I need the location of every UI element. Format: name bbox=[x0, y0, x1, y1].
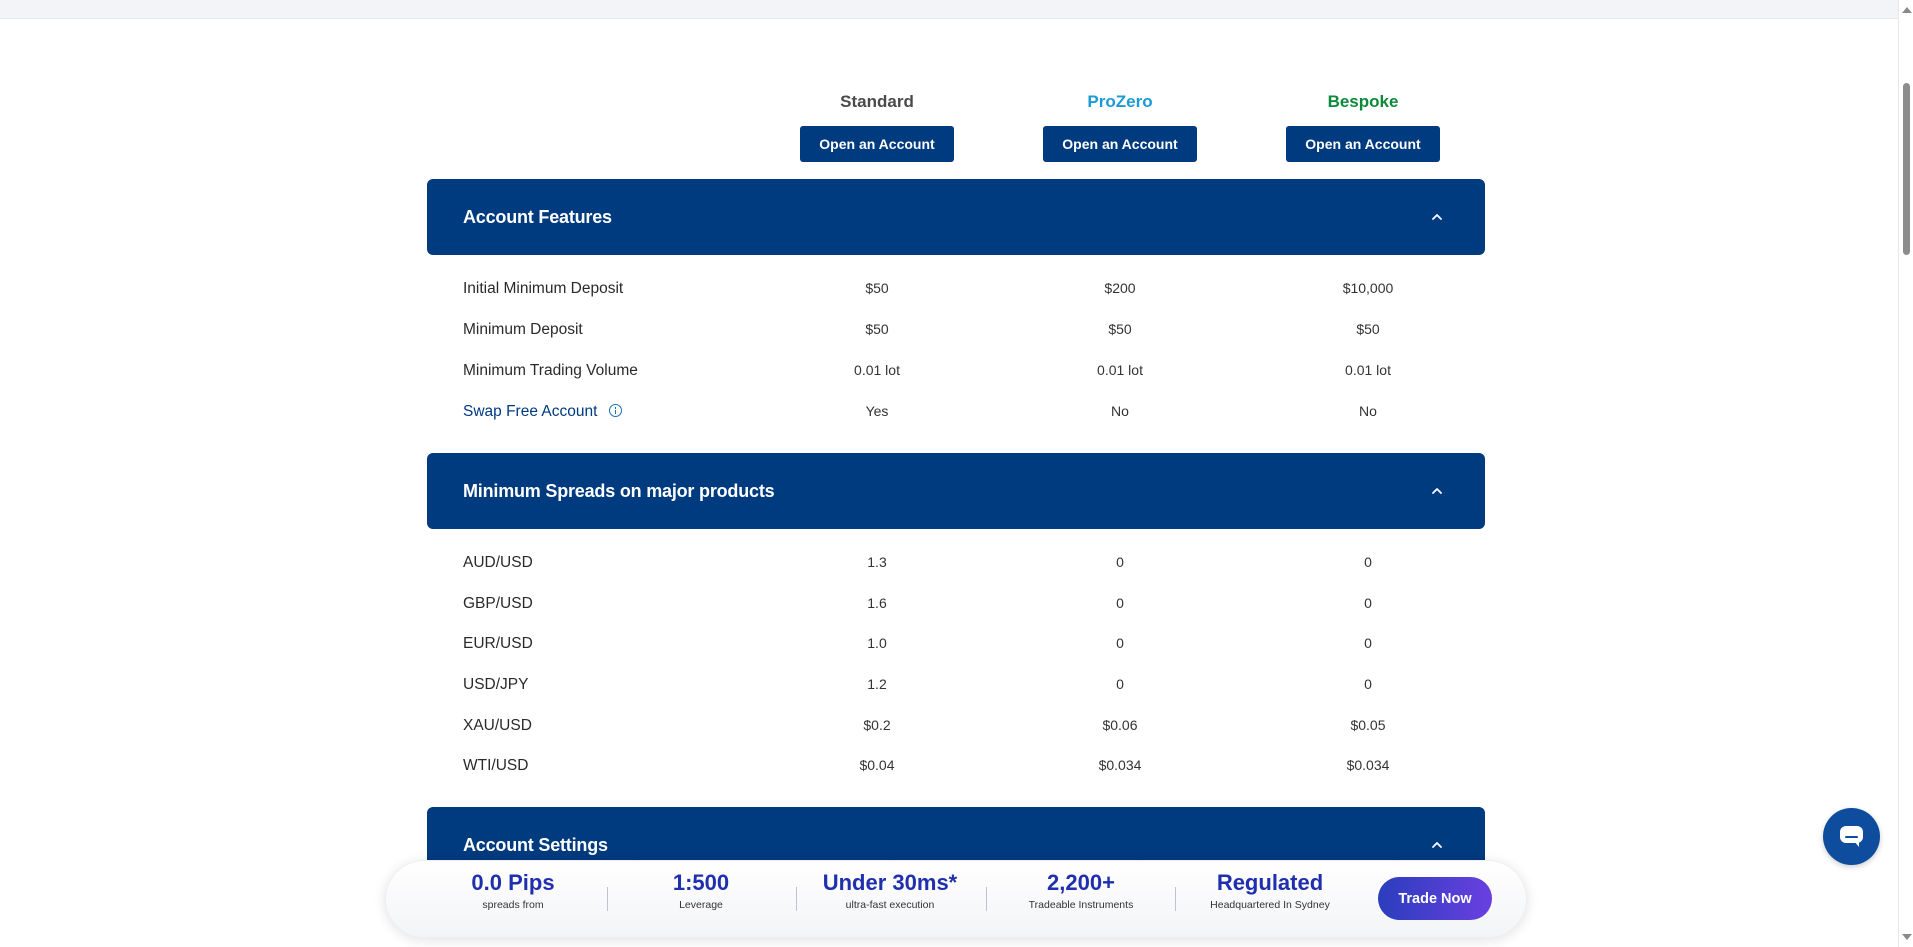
cell-standard: $50 bbox=[865, 321, 889, 337]
stat-value: 2,200+ bbox=[1047, 870, 1115, 895]
plan-bespoke: Bespoke Open an Account bbox=[1286, 90, 1440, 162]
cell-standard: $0.2 bbox=[863, 717, 891, 733]
stat-spreads: 0.0 Pips spreads from bbox=[423, 868, 603, 912]
plan-prozero: ProZero Open an Account bbox=[1043, 90, 1197, 162]
cell-prozero: $0.034 bbox=[1098, 757, 1142, 773]
cell-bespoke: $10,000 bbox=[1342, 280, 1394, 296]
cell-standard: 0.01 lot bbox=[854, 362, 900, 378]
cell-bespoke: $50 bbox=[1356, 321, 1380, 337]
row-label: XAU/USD bbox=[463, 717, 532, 734]
open-account-standard-button[interactable]: Open an Account bbox=[800, 126, 954, 162]
table-row: GBP/USD 1.6 0 0 bbox=[427, 583, 1485, 624]
row-label: WTI/USD bbox=[463, 757, 529, 774]
plan-name-prozero: ProZero bbox=[1087, 92, 1153, 111]
row-label: EUR/USD bbox=[463, 635, 533, 652]
table-row: WTI/USD $0.04 $0.034 $0.034 bbox=[427, 745, 1485, 786]
table-row: Minimum Deposit $50 $50 $50 bbox=[427, 309, 1485, 350]
section-header-account-features[interactable]: Account Features bbox=[427, 179, 1485, 255]
cell-prozero: $50 bbox=[1108, 321, 1132, 337]
plan-name-bespoke: Bespoke bbox=[1327, 92, 1399, 111]
chat-icon bbox=[1840, 826, 1863, 847]
row-label: AUD/USD bbox=[463, 554, 533, 571]
table-row: USD/JPY 1.2 0 0 bbox=[427, 664, 1485, 705]
row-label: GBP/USD bbox=[463, 595, 533, 612]
table-row: Minimum Trading Volume 0.01 lot 0.01 lot… bbox=[427, 350, 1485, 391]
row-label: Minimum Trading Volume bbox=[463, 362, 638, 379]
plan-headers: Standard Open an Account ProZero Open an… bbox=[427, 90, 1485, 166]
stat-caption: spreads from bbox=[482, 899, 544, 911]
cell-prozero: $0.06 bbox=[1102, 717, 1138, 733]
cell-prozero: 0 bbox=[1116, 676, 1124, 692]
cell-bespoke: 0 bbox=[1364, 676, 1372, 692]
table-row: Initial Minimum Deposit $50 $200 $10,000 bbox=[427, 268, 1485, 309]
stat-leverage: 1:500 Leverage bbox=[611, 868, 791, 912]
chevron-up-icon[interactable] bbox=[1431, 485, 1443, 497]
divider bbox=[1175, 887, 1176, 911]
stat-instruments: 2,200+ Tradeable Instruments bbox=[991, 868, 1171, 912]
cell-standard: 1.6 bbox=[867, 595, 887, 611]
top-strip bbox=[0, 0, 1898, 19]
cell-bespoke: 0.01 lot bbox=[1345, 362, 1391, 378]
cell-bespoke: 0 bbox=[1364, 635, 1372, 651]
section-title: Account Settings bbox=[463, 835, 608, 855]
stat-caption: ultra-fast execution bbox=[845, 899, 935, 911]
stat-value: 0.0 Pips bbox=[471, 870, 555, 895]
cell-bespoke: $0.034 bbox=[1346, 757, 1390, 773]
section-title: Minimum Spreads on major products bbox=[463, 481, 775, 501]
stat-value: 1:500 bbox=[672, 870, 730, 895]
chat-button[interactable] bbox=[1823, 808, 1880, 865]
cell-bespoke: $0.05 bbox=[1350, 717, 1386, 733]
cell-standard: Yes bbox=[865, 403, 889, 419]
row-label: USD/JPY bbox=[463, 676, 529, 693]
section-header-min-spreads[interactable]: Minimum Spreads on major products bbox=[427, 453, 1485, 529]
cell-prozero: 0 bbox=[1116, 595, 1124, 611]
cell-standard: $0.04 bbox=[859, 757, 895, 773]
open-account-bespoke-button[interactable]: Open an Account bbox=[1286, 126, 1440, 162]
row-label[interactable]: Swap Free Account bbox=[463, 403, 598, 420]
divider bbox=[986, 887, 987, 911]
cell-standard: 1.2 bbox=[867, 676, 887, 692]
section-title: Account Features bbox=[463, 207, 612, 227]
stat-caption: Headquartered In Sydney bbox=[1210, 899, 1330, 911]
floating-stats-bar: 0.0 Pips spreads from 1:500 Leverage Und… bbox=[385, 860, 1527, 938]
cell-standard: $50 bbox=[865, 280, 889, 296]
plan-standard: Standard Open an Account bbox=[800, 90, 954, 162]
stat-execution: Under 30ms* ultra-fast execution bbox=[800, 868, 980, 912]
chevron-up-icon[interactable] bbox=[1431, 211, 1443, 223]
cell-standard: 1.3 bbox=[867, 554, 887, 570]
trade-now-button[interactable]: Trade Now bbox=[1378, 877, 1492, 920]
cell-standard: 1.0 bbox=[867, 635, 887, 651]
divider bbox=[607, 887, 608, 911]
stat-caption: Tradeable Instruments bbox=[1028, 899, 1134, 911]
table-row: AUD/USD 1.3 0 0 bbox=[427, 542, 1485, 583]
divider bbox=[796, 887, 797, 911]
info-icon[interactable] bbox=[609, 404, 623, 417]
row-label: Initial Minimum Deposit bbox=[463, 280, 624, 297]
table-row: XAU/USD $0.2 $0.06 $0.05 bbox=[427, 705, 1485, 746]
cell-prozero: $200 bbox=[1104, 280, 1136, 296]
swap-free-link[interactable]: Swap Free Account bbox=[463, 391, 623, 432]
stat-caption: Leverage bbox=[679, 899, 723, 911]
cell-bespoke: No bbox=[1359, 403, 1377, 419]
cell-bespoke: 0 bbox=[1364, 554, 1372, 570]
cell-prozero: 0 bbox=[1116, 554, 1124, 570]
cell-prozero: 0.01 lot bbox=[1097, 362, 1143, 378]
stat-regulated: Regulated Headquartered In Sydney bbox=[1180, 868, 1360, 912]
plan-name-standard: Standard bbox=[840, 92, 914, 111]
table-row: EUR/USD 1.0 0 0 bbox=[427, 623, 1485, 664]
scrollbar[interactable] bbox=[1898, 0, 1913, 947]
scrollbar-thumb[interactable] bbox=[1903, 83, 1910, 255]
cell-prozero: 0 bbox=[1116, 635, 1124, 651]
cell-bespoke: 0 bbox=[1364, 595, 1372, 611]
table-row: Swap Free Account Yes No No bbox=[427, 391, 1485, 432]
stat-value: Under 30ms* bbox=[822, 870, 958, 895]
scroll-up-arrow-icon[interactable] bbox=[1902, 7, 1912, 13]
chevron-up-icon[interactable] bbox=[1431, 839, 1443, 851]
scroll-down-arrow-icon[interactable] bbox=[1902, 934, 1912, 940]
stat-value: Regulated bbox=[1216, 870, 1324, 895]
row-label: Minimum Deposit bbox=[463, 321, 583, 338]
cell-prozero: No bbox=[1111, 403, 1129, 419]
open-account-prozero-button[interactable]: Open an Account bbox=[1043, 126, 1197, 162]
